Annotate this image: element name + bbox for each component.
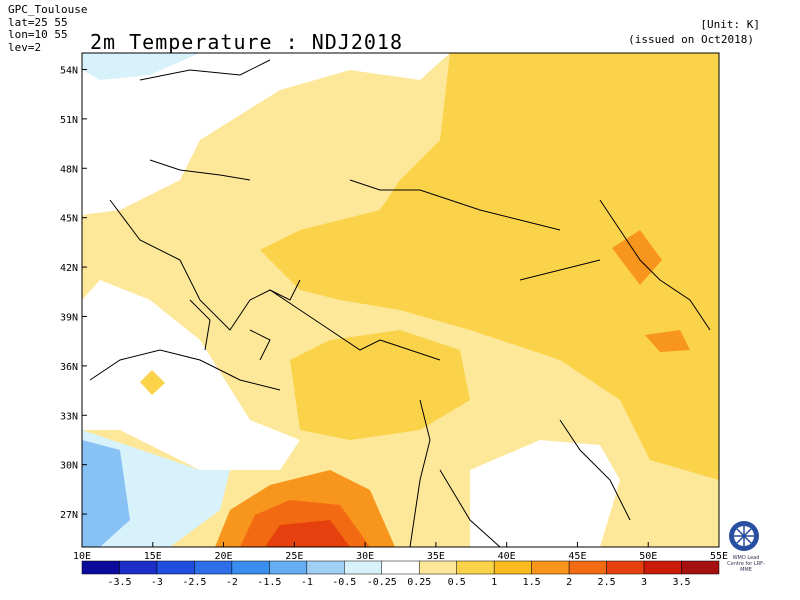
map-title: 2m Temperature : NDJ2018 — [90, 30, 403, 54]
lon-tick-label: 45E — [568, 551, 586, 562]
warm-spot-libya — [140, 370, 165, 395]
lat-tick-label: 27N — [60, 510, 78, 521]
lat-range-label: lat=25 55 — [8, 15, 68, 29]
legend-label: -1.5 — [257, 577, 281, 588]
warm-region-east — [260, 53, 719, 480]
near-zero-region-north — [82, 53, 450, 215]
level-label: lev=2 — [8, 40, 42, 54]
legend-label: -3.5 — [107, 577, 131, 588]
latitude-axis: 54N 51N 48N 45N 42N 39N 36N 33N 30N 27N — [60, 65, 87, 521]
lat-tick-label: 42N — [60, 263, 78, 274]
near-zero-region-west — [82, 280, 300, 470]
issued-label: (issued on Oct2018) — [628, 33, 754, 46]
lon-tick-label: 55E — [710, 551, 728, 562]
lat-tick-label: 54N — [60, 65, 78, 76]
lon-tick-label: 30E — [356, 551, 374, 562]
unit-label: [Unit: K] — [700, 18, 760, 31]
lon-tick-label: 15E — [144, 551, 162, 562]
wmo-logo-icon — [729, 521, 759, 551]
lat-tick-label: 33N — [60, 411, 78, 422]
legend-label: -3 — [151, 577, 163, 588]
hot-spot-caucasus — [612, 230, 662, 285]
lat-tick-label: 30N — [60, 461, 78, 472]
legend-swatch — [643, 560, 682, 575]
color-legend: -3.5 -3 -2.5 -2 -1.5 -1 -0.5 -0.25 0.25 0.5 1 1.5 2 2… — [81, 560, 720, 588]
lon-tick-label: 50E — [639, 551, 657, 562]
legend-label: 2.5 — [598, 577, 616, 588]
legend-label: 1.5 — [523, 577, 541, 588]
legend-swatch — [418, 560, 457, 575]
legend-swatch — [456, 560, 495, 575]
legend-label: -1 — [301, 577, 313, 588]
legend-label: 3 — [641, 577, 647, 588]
map-frame — [81, 52, 720, 548]
legend-label: 3.5 — [672, 577, 690, 588]
center-label: GPC_Toulouse — [8, 3, 88, 16]
legend-label: 0.25 — [407, 577, 431, 588]
hot-spot-caspian-south — [645, 330, 690, 352]
legend-swatch — [306, 560, 345, 575]
legend-swatch — [156, 560, 195, 575]
lon-tick-label: 20E — [215, 551, 233, 562]
legend-swatch — [381, 560, 420, 575]
near-zero-region-arabia — [470, 440, 620, 547]
legend-swatch — [493, 560, 532, 575]
lon-tick-label: 35E — [427, 551, 445, 562]
legend-label: 2 — [566, 577, 572, 588]
plot-metadata: GPC_Toulouse lat=25 55 lon=10 55 lev=2 — [8, 3, 88, 54]
legend-swatch — [119, 560, 158, 575]
lon-range-label: lon=10 55 — [8, 28, 68, 41]
longitude-axis: 10E 15E 20E 25E 30E 35E 40E 45E 50E 55E — [73, 542, 728, 562]
lat-tick-label: 39N — [60, 312, 78, 323]
legend-label: 1 — [491, 577, 497, 588]
strong-warm-region-3 — [265, 520, 350, 547]
legend-label: -2.5 — [182, 577, 206, 588]
legend-swatch — [531, 560, 570, 575]
legend-swatch — [344, 560, 383, 575]
lat-tick-label: 45N — [60, 214, 78, 225]
legend-label: -2 — [226, 577, 238, 588]
lat-tick-label: 36N — [60, 362, 78, 373]
legend-swatch — [194, 560, 233, 575]
lat-tick-label: 48N — [60, 164, 78, 175]
cold-core-west — [82, 440, 130, 547]
legend-label: -0.25 — [367, 577, 397, 588]
logo-caption: WMO Lead Centre for LRF-MME — [727, 555, 765, 573]
legend-label: -0.5 — [332, 577, 356, 588]
lon-tick-label: 40E — [498, 551, 516, 562]
lon-tick-label: 10E — [73, 551, 91, 562]
legend-swatch — [681, 560, 720, 575]
lat-tick-label: 51N — [60, 115, 78, 126]
legend-label: 0.5 — [448, 577, 466, 588]
legend-swatch — [231, 560, 270, 575]
legend-swatch — [81, 560, 120, 575]
cool-region-baltic — [82, 53, 200, 80]
legend-swatch — [606, 560, 645, 575]
legend-swatch — [269, 560, 308, 575]
islands — [189, 279, 301, 361]
warm-region-levant — [290, 330, 470, 440]
legend-swatch — [568, 560, 607, 575]
anomaly-field — [82, 53, 719, 547]
lon-tick-label: 25E — [285, 551, 303, 562]
